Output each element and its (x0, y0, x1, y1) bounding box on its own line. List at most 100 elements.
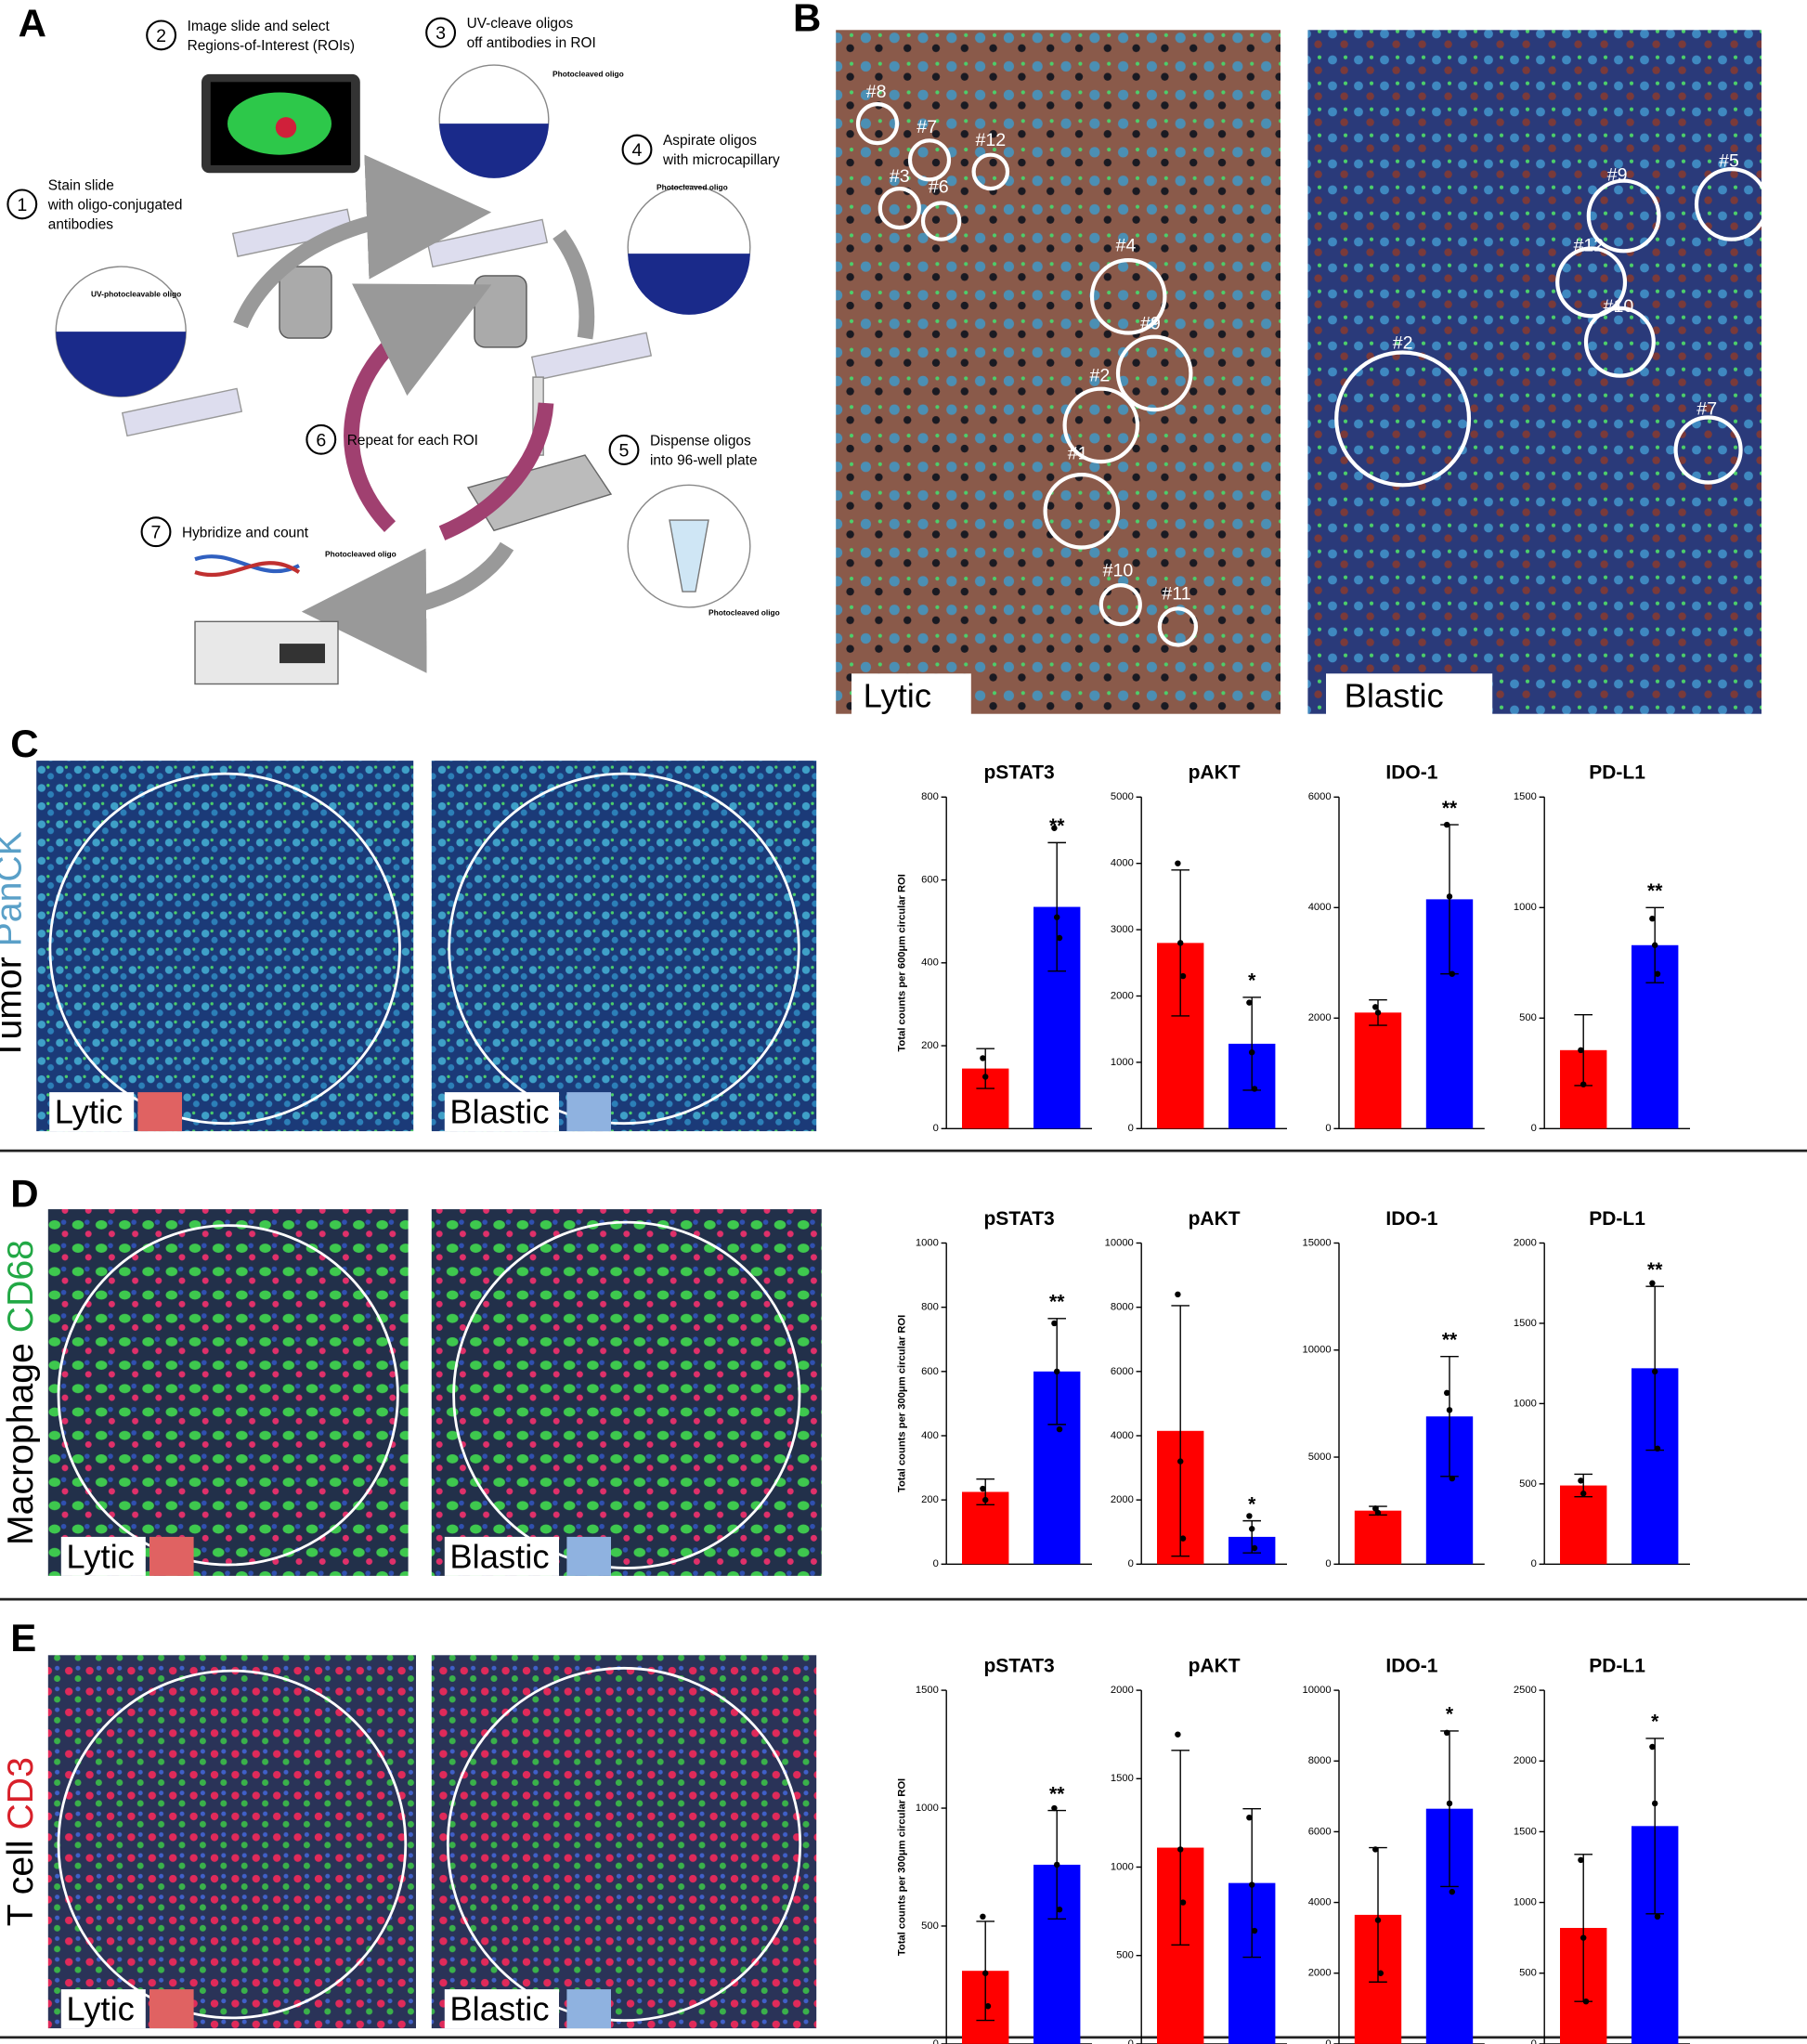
y-tick-label: 400 (921, 957, 939, 969)
error-bar (1047, 841, 1066, 972)
roi-circle (57, 1224, 399, 1567)
data-point (1175, 860, 1181, 866)
y-tick-label: 1000 (1514, 1398, 1537, 1409)
roi-label: #12 (975, 130, 1006, 150)
step-text: Stain slide (48, 177, 114, 193)
step-badge (608, 435, 640, 465)
step-badge (6, 189, 38, 220)
chart-title: PD-L1 (1589, 1656, 1645, 1677)
step-number: 4 (632, 140, 643, 161)
data-point (984, 2003, 992, 2010)
significance: ** (1049, 815, 1065, 837)
roi-circle (48, 772, 401, 1126)
y-tick-label: 0 (1325, 1558, 1331, 1569)
row-label: Macrophage CD68 (1, 1240, 41, 1545)
error-bar (1645, 1738, 1664, 1915)
data-point (1251, 1086, 1258, 1092)
y-tick-label: 1000 (1111, 1057, 1134, 1068)
y-tick-label: 10000 (1302, 1685, 1331, 1696)
y-tick-label: 200 (921, 1040, 939, 1051)
y-tick-label: 2500 (1514, 1685, 1537, 1696)
roi-label: #2 (1090, 365, 1111, 385)
bar (1354, 1012, 1402, 1129)
y-axis-label: Total counts per 300μm circular ROI (896, 1315, 907, 1492)
caption: Blastic (449, 1093, 549, 1131)
roi-label: #4 (1116, 235, 1137, 255)
significance: ** (1049, 1292, 1065, 1313)
y-tick-label: 0 (933, 1123, 939, 1134)
y-tick-label: 1500 (1514, 791, 1537, 802)
roi-circle (446, 1666, 802, 2023)
caption: Blastic (449, 1537, 549, 1575)
micrograph (36, 761, 414, 1132)
y-tick-label: 6000 (1308, 791, 1332, 802)
step-number: 6 (316, 430, 326, 450)
data-point (982, 1496, 989, 1504)
y-tick-label: 0 (1128, 1123, 1134, 1134)
data-point (1179, 972, 1187, 980)
data-point (1449, 1888, 1456, 1895)
y-tick-label: 10000 (1302, 1345, 1331, 1356)
step-number: 5 (619, 441, 630, 462)
y-tick-label: 5000 (1111, 791, 1134, 802)
data-point (1179, 1535, 1187, 1542)
caption-swatch (150, 1989, 194, 2029)
error-bar (976, 1048, 994, 1089)
data-point (1446, 893, 1453, 900)
y-tick-label: 0 (1325, 1123, 1331, 1134)
caption-box (444, 1989, 559, 2029)
data-point (1377, 1970, 1384, 1976)
data-point (1053, 1861, 1060, 1868)
y-tick-label: 3000 (1111, 924, 1134, 935)
row-marker: CD68 (1, 1240, 41, 1333)
row-label: Tumor PanCK (0, 831, 29, 1061)
data-point (1372, 1004, 1379, 1010)
roi-label: #11 (1162, 583, 1190, 604)
y-tick-label: 0 (1325, 2038, 1331, 2044)
data-point (1246, 999, 1253, 1006)
data-point (1053, 914, 1060, 920)
y-tick-label: 0 (1531, 1558, 1537, 1569)
y-tick-label: 4000 (1308, 902, 1332, 913)
step-number: 3 (436, 23, 446, 44)
y-tick-label: 2000 (1308, 1012, 1332, 1023)
data-point (1248, 1526, 1255, 1532)
data-point (1053, 1368, 1060, 1375)
roi-label: #1 (1068, 443, 1088, 463)
data-point (1649, 1280, 1656, 1286)
y-tick-label: 2000 (1111, 1685, 1134, 1696)
step-text: off antibodies in ROI (467, 35, 596, 51)
data-point (1578, 1478, 1584, 1484)
blastic-overview-image (1307, 30, 1762, 714)
error-bar (1645, 1285, 1664, 1452)
data-point (1176, 1846, 1184, 1853)
data-point (1372, 1505, 1379, 1512)
y-tick-label: 2000 (1514, 1755, 1537, 1766)
image-label: Blastic (1345, 677, 1444, 715)
row-cell: Tumor (0, 957, 29, 1061)
step-text: Regions-of-Interest (ROIs) (188, 38, 355, 54)
data-point (1443, 1729, 1450, 1737)
y-tick-label: 6000 (1308, 1826, 1332, 1837)
roi-label: #8 (866, 82, 887, 102)
data-point (1176, 940, 1184, 946)
step-text: Hybridize and count (182, 525, 309, 540)
row-cell: T cell (1, 1840, 41, 1926)
significance: ** (1647, 1259, 1663, 1281)
roi-label: #12 (1573, 235, 1604, 255)
y-tick-label: 0 (1128, 1558, 1134, 1569)
step-text: Repeat for each ROI (347, 433, 478, 449)
step-badge (306, 423, 337, 455)
chart-title: pSTAT3 (983, 1208, 1054, 1230)
data-point (1654, 1913, 1661, 1920)
y-tick-label: 1000 (1514, 902, 1537, 913)
caption: Lytic (55, 1093, 123, 1131)
caption: Lytic (66, 1537, 134, 1575)
roi-label: #7 (916, 117, 937, 137)
data-point (982, 1970, 989, 1976)
error-bar (1369, 1846, 1387, 1983)
significance: ** (1442, 1329, 1458, 1350)
data-point (1246, 1814, 1253, 1821)
y-tick-label: 0 (1128, 2038, 1134, 2044)
data-point (1056, 1426, 1063, 1433)
